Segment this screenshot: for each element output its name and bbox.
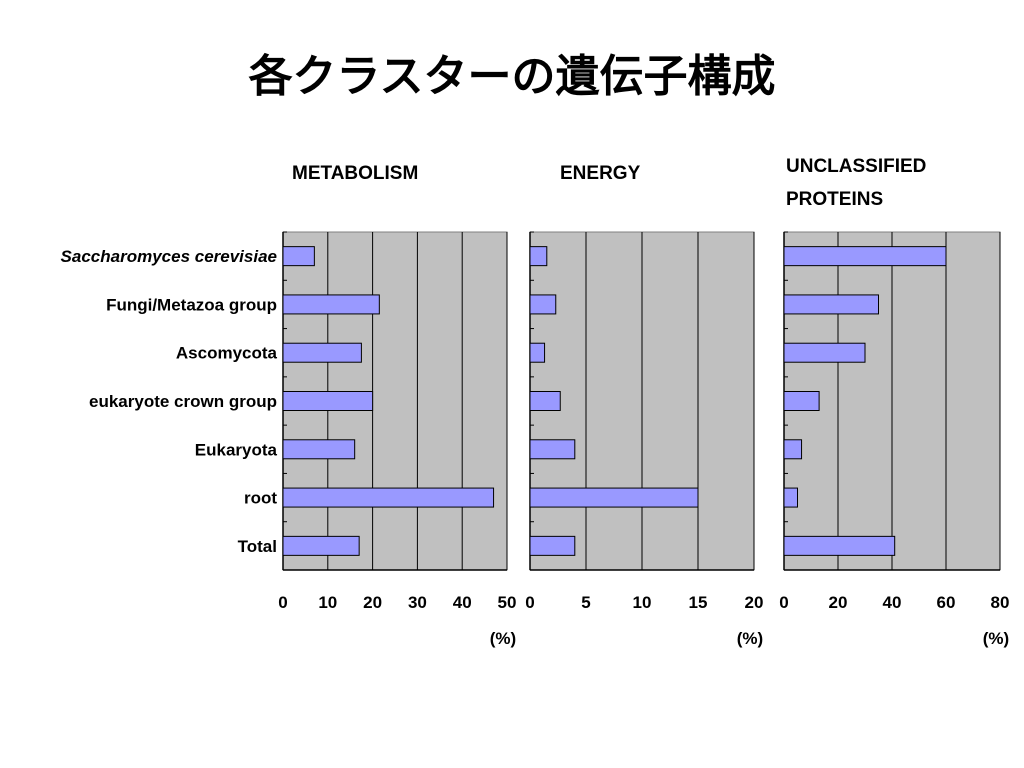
x-tick-label: 10 — [318, 593, 337, 612]
category-label: eukaryote crown group — [89, 392, 277, 411]
x-tick-label: 20 — [363, 593, 382, 612]
x-unit-label: (%) — [490, 629, 516, 648]
x-tick-label: 0 — [525, 593, 534, 612]
category-label: Fungi/Metazoa group — [106, 295, 277, 314]
bar — [529, 294, 557, 315]
x-tick-label: 15 — [689, 593, 708, 612]
bar — [529, 487, 699, 508]
x-tick-label: 60 — [937, 593, 956, 612]
panel-title: PROTEINS — [786, 189, 883, 210]
category-label: Saccharomyces cerevisiae — [61, 247, 277, 266]
bar — [282, 439, 356, 460]
bar — [529, 246, 548, 267]
category-label: Ascomycota — [176, 344, 278, 363]
bar — [282, 487, 495, 508]
bar — [783, 535, 896, 556]
bar — [282, 246, 315, 267]
x-tick-label: 20 — [745, 593, 764, 612]
x-tick-label: 5 — [581, 593, 590, 612]
panel-title: UNCLASSIFIED — [786, 156, 926, 177]
category-label: Eukaryota — [195, 440, 278, 459]
x-tick-label: 40 — [453, 593, 472, 612]
x-unit-label: (%) — [737, 629, 763, 648]
x-tick-label: 50 — [498, 593, 517, 612]
bar — [783, 487, 798, 508]
bar — [783, 342, 866, 363]
bar — [783, 439, 803, 460]
category-label: Total — [238, 537, 277, 556]
category-label: root — [244, 489, 277, 508]
bar — [783, 246, 947, 267]
x-tick-label: 40 — [883, 593, 902, 612]
bar — [783, 294, 879, 315]
x-tick-label: 20 — [829, 593, 848, 612]
bar — [529, 342, 546, 363]
bar — [282, 391, 374, 411]
x-tick-label: 30 — [408, 593, 427, 612]
x-unit-label: (%) — [983, 629, 1009, 648]
bar — [783, 391, 820, 411]
x-tick-label: 0 — [278, 593, 287, 612]
page-title: 各クラスターの遺伝子構成 — [248, 51, 776, 102]
bar — [282, 342, 362, 363]
bar — [282, 535, 360, 556]
bar — [529, 439, 576, 460]
bar — [529, 535, 576, 556]
panel-title: ENERGY — [560, 163, 641, 184]
x-tick-label: 0 — [779, 593, 788, 612]
bar — [282, 294, 380, 315]
bar — [529, 391, 561, 411]
panel-title: METABOLISM — [292, 163, 418, 184]
x-tick-label: 80 — [991, 593, 1010, 612]
x-tick-label: 10 — [633, 593, 652, 612]
